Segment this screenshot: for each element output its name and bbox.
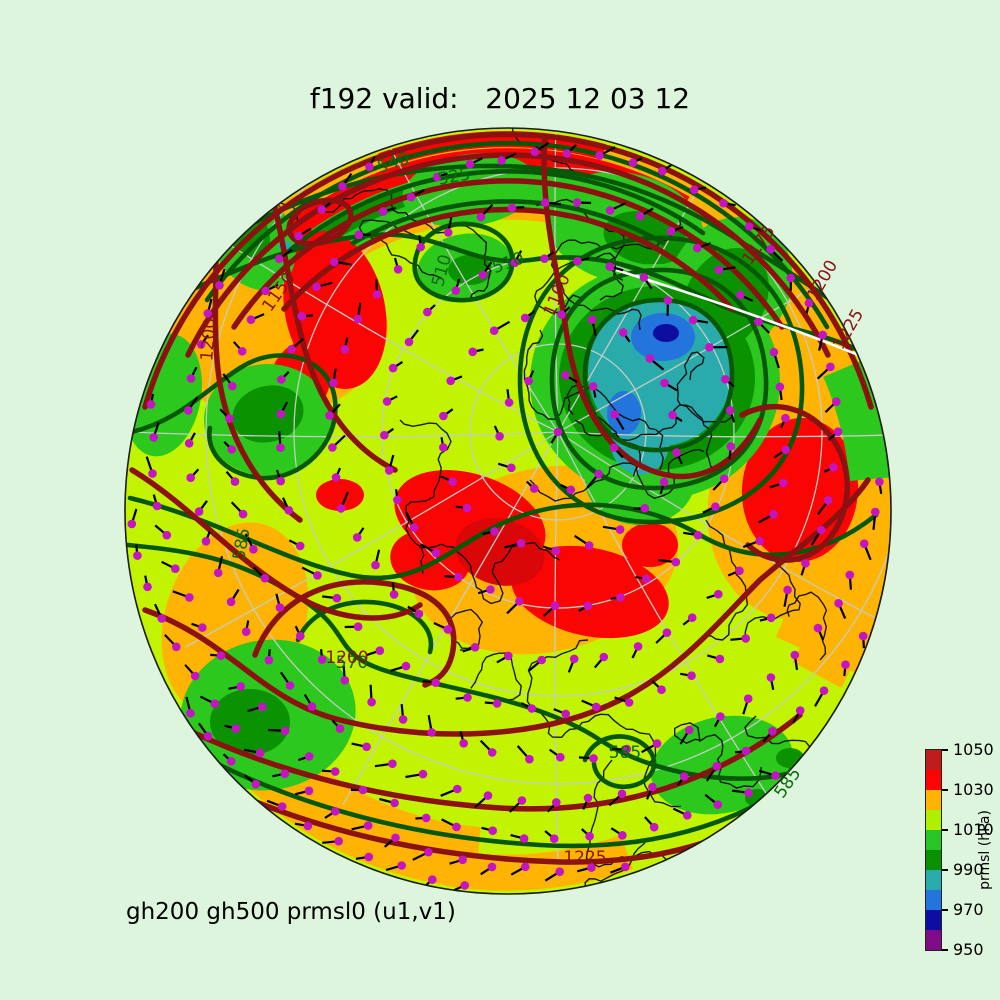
field-list-label: gh200 gh500 prmsl0 (u1,v1) [126, 899, 456, 925]
colorbar-tick-mark [942, 949, 948, 951]
graticule-layer [127, 128, 891, 863]
colorbar-tick-label: 950 [953, 940, 984, 959]
colorbar-segment [926, 750, 941, 770]
wind-layer [127, 141, 884, 892]
gh200-contour-label: 1225 [563, 848, 606, 868]
gh500-contour-layer [125, 140, 879, 849]
colorbar-axis-label: prmsl (hPa) [977, 810, 993, 890]
colorbar-segment [926, 850, 941, 870]
colorbar-segment [926, 870, 941, 890]
colorbar-segment [926, 890, 941, 910]
colorbar-tick-label: 1050 [953, 740, 994, 759]
colorbar-tick-mark [942, 789, 948, 791]
colorbar-tick-mark [942, 869, 948, 871]
gh500-contour-label: 570 [336, 653, 368, 673]
colorbar-tick-mark [942, 909, 948, 911]
colorbar-segment [926, 790, 941, 810]
terminator-line [615, 268, 881, 366]
colorbar-gradient [925, 749, 942, 951]
colorbar-tick-label: 1030 [953, 780, 994, 799]
colorbar-tick-label: 990 [953, 860, 984, 879]
colorbar-segment [926, 930, 941, 950]
gh200-contour-label: 1200 [197, 317, 221, 362]
colorbar-segment [926, 810, 941, 830]
globe-outline [124, 127, 892, 895]
colorbar-tick-label: 1010 [953, 820, 994, 839]
gh200-contour-label: 1200 [325, 648, 368, 668]
colorbar-tick-mark [942, 829, 948, 831]
plot-title: f192 valid: 2025 12 03 12 [309, 82, 691, 115]
globe [125, 128, 891, 894]
colorbar-segment [926, 830, 941, 850]
colorbar-segment [926, 910, 941, 930]
colorbar-tick-label: 970 [953, 900, 984, 919]
colorbar-segment [926, 770, 941, 790]
colorbar-tick-mark [942, 749, 948, 751]
gh500-contour-label: 585 [609, 743, 641, 763]
colorbar: 1050 1030 1010 990 970 950 prmsl (hPa) [925, 741, 1000, 959]
